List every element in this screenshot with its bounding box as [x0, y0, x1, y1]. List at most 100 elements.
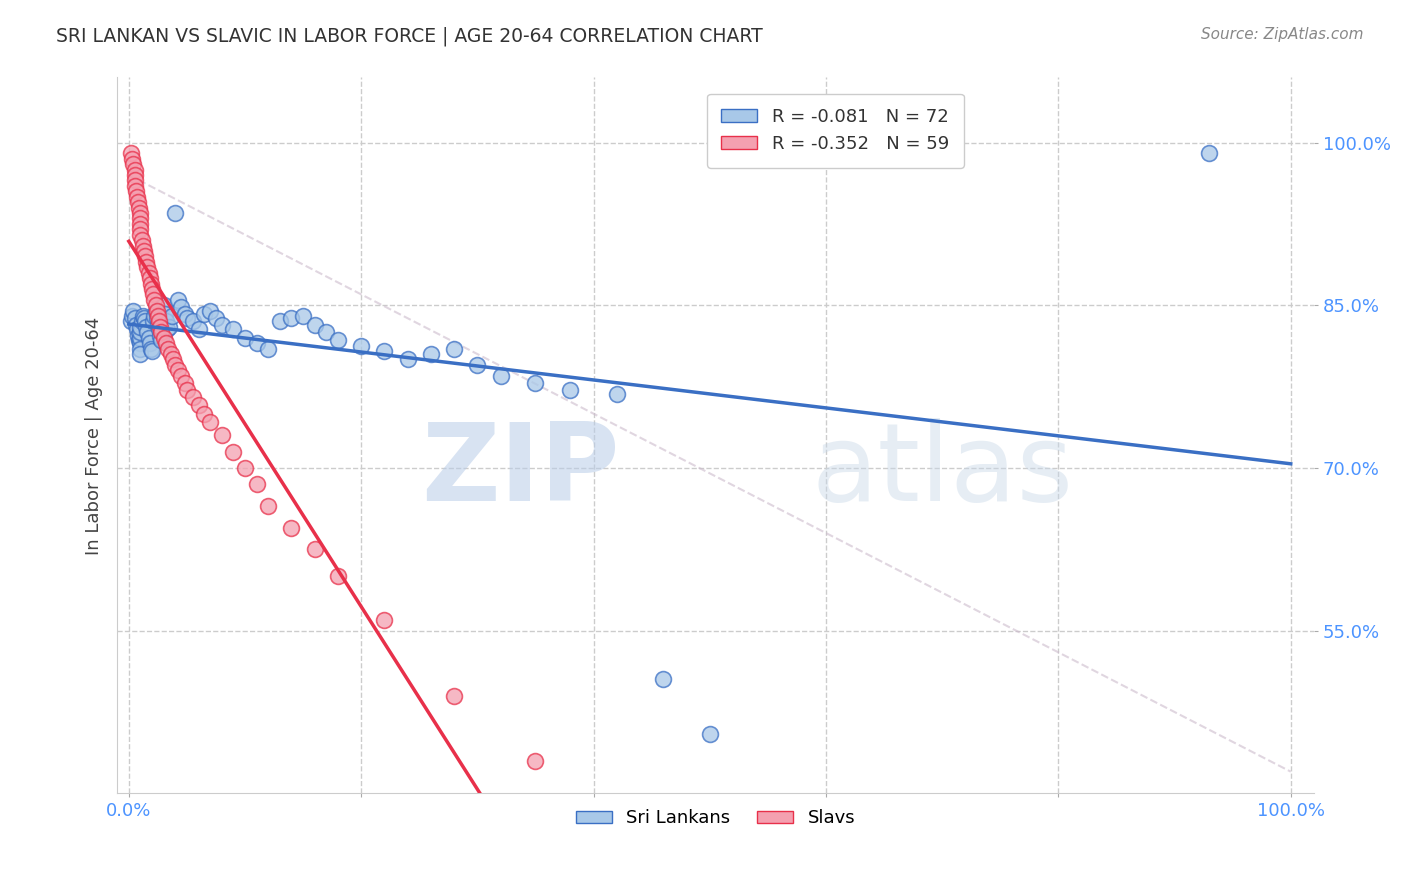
- Point: [211, 318, 233, 332]
- Point: [155, 314, 177, 328]
- Point: [153, 307, 176, 321]
- Point: [129, 320, 152, 334]
- Point: [129, 211, 152, 226]
- Point: [350, 339, 373, 353]
- Point: [257, 499, 280, 513]
- Point: [132, 309, 155, 323]
- Point: [606, 387, 628, 401]
- Point: [121, 152, 143, 166]
- Point: [419, 347, 441, 361]
- Point: [233, 331, 256, 345]
- Point: [187, 398, 209, 412]
- Point: [246, 336, 269, 351]
- Point: [132, 244, 155, 258]
- Point: [142, 287, 165, 301]
- Point: [143, 309, 166, 323]
- Point: [135, 320, 157, 334]
- Point: [165, 358, 187, 372]
- Point: [205, 311, 228, 326]
- Point: [120, 146, 142, 161]
- Point: [127, 195, 149, 210]
- Point: [150, 326, 173, 340]
- Text: atlas: atlas: [811, 418, 1073, 524]
- Point: [138, 336, 160, 351]
- Text: ZIP: ZIP: [422, 418, 620, 524]
- Point: [141, 343, 163, 358]
- Point: [652, 673, 675, 687]
- Point: [149, 328, 172, 343]
- Point: [152, 298, 174, 312]
- Point: [145, 303, 167, 318]
- Point: [373, 613, 395, 627]
- Point: [489, 368, 512, 383]
- Point: [326, 569, 349, 583]
- Point: [139, 342, 162, 356]
- Point: [280, 520, 302, 534]
- Point: [193, 407, 215, 421]
- Point: [159, 347, 181, 361]
- Point: [124, 311, 146, 326]
- Point: [129, 222, 152, 236]
- Point: [257, 342, 280, 356]
- Text: SRI LANKAN VS SLAVIC IN LABOR FORCE | AGE 20-64 CORRELATION CHART: SRI LANKAN VS SLAVIC IN LABOR FORCE | AG…: [56, 27, 763, 46]
- Point: [143, 293, 166, 307]
- Point: [141, 282, 163, 296]
- Point: [150, 333, 173, 347]
- Point: [156, 322, 179, 336]
- Point: [136, 260, 159, 275]
- Point: [222, 322, 245, 336]
- Point: [173, 376, 195, 391]
- Point: [124, 173, 146, 187]
- Point: [125, 185, 148, 199]
- Point: [233, 461, 256, 475]
- Point: [193, 307, 215, 321]
- Point: [467, 358, 489, 372]
- Point: [157, 342, 180, 356]
- Point: [181, 391, 204, 405]
- Point: [121, 309, 143, 323]
- Point: [128, 333, 150, 347]
- Text: Source: ZipAtlas.com: Source: ZipAtlas.com: [1201, 27, 1364, 42]
- Point: [211, 428, 233, 442]
- Point: [122, 157, 145, 171]
- Point: [524, 754, 547, 768]
- Point: [166, 293, 188, 307]
- Legend: Sri Lankans, Slavs: Sri Lankans, Slavs: [568, 802, 863, 834]
- Point: [135, 255, 157, 269]
- Point: [173, 307, 195, 321]
- Point: [131, 233, 153, 247]
- Point: [131, 314, 153, 328]
- Point: [181, 314, 204, 328]
- Point: [125, 190, 148, 204]
- Point: [269, 314, 291, 328]
- Point: [129, 227, 152, 242]
- Point: [142, 314, 165, 328]
- Point: [138, 266, 160, 280]
- Point: [124, 162, 146, 177]
- Point: [145, 298, 167, 312]
- Point: [170, 368, 193, 383]
- Point: [138, 331, 160, 345]
- Point: [326, 333, 349, 347]
- Point: [139, 277, 162, 291]
- Point: [134, 314, 156, 328]
- Point: [122, 303, 145, 318]
- Y-axis label: In Labor Force | Age 20-64: In Labor Force | Age 20-64: [86, 317, 103, 555]
- Point: [1198, 146, 1220, 161]
- Point: [280, 311, 302, 326]
- Point: [129, 342, 152, 356]
- Point: [124, 168, 146, 182]
- Point: [315, 326, 337, 340]
- Point: [222, 444, 245, 458]
- Point: [124, 178, 146, 193]
- Point: [148, 322, 170, 336]
- Point: [166, 363, 188, 377]
- Point: [146, 309, 169, 323]
- Point: [443, 342, 465, 356]
- Point: [198, 303, 221, 318]
- Point: [149, 320, 172, 334]
- Point: [155, 336, 177, 351]
- Point: [132, 238, 155, 252]
- Point: [125, 318, 148, 332]
- Point: [129, 217, 152, 231]
